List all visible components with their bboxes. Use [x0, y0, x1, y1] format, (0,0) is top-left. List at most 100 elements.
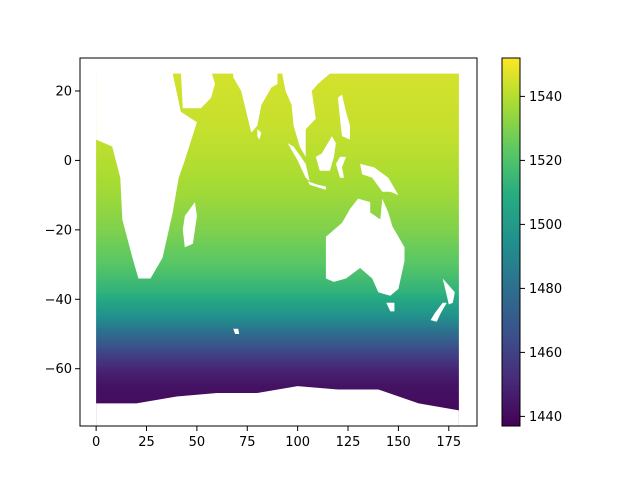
- land-australia: [325, 198, 405, 296]
- field-band: [96, 276, 459, 280]
- field-band: [96, 111, 459, 115]
- field-band: [96, 188, 459, 191]
- field-band: [96, 334, 459, 337]
- field-band: [96, 169, 459, 172]
- colorbar-fill: [502, 58, 520, 426]
- field-band: [96, 85, 459, 89]
- field-band: [96, 274, 459, 278]
- field-band: [96, 162, 459, 165]
- field-band: [96, 139, 459, 142]
- field-band: [96, 165, 459, 168]
- land-borneo: [315, 136, 336, 171]
- field-band: [96, 123, 459, 127]
- field-band: [96, 301, 459, 304]
- field-band: [96, 87, 459, 90]
- field-band: [96, 148, 459, 151]
- field-band: [96, 332, 459, 335]
- field-band: [96, 113, 459, 116]
- field-band: [96, 226, 459, 229]
- field-band: [96, 299, 459, 302]
- field-band: [96, 203, 459, 207]
- field-band: [96, 193, 459, 196]
- field-band: [96, 321, 459, 325]
- field-band: [96, 280, 459, 283]
- field-band: [96, 269, 459, 273]
- field-band: [96, 380, 459, 384]
- field-band: [96, 311, 459, 314]
- field-band: [96, 115, 459, 118]
- field-band: [96, 229, 459, 233]
- field-band: [96, 302, 459, 306]
- field-band: [96, 344, 459, 347]
- field-band: [96, 134, 459, 137]
- field-band: [96, 313, 459, 316]
- field-band: [96, 153, 459, 156]
- land-kerguelen-islands: [233, 328, 240, 334]
- field-band: [96, 268, 459, 271]
- field-band: [96, 353, 459, 356]
- field-band: [96, 222, 459, 226]
- field-band: [96, 372, 459, 375]
- field-band: [96, 167, 459, 170]
- field-band: [96, 365, 459, 368]
- y-tick-label: −40: [45, 293, 72, 308]
- field-band: [96, 252, 459, 255]
- field-band: [96, 84, 459, 87]
- field-band: [96, 236, 459, 240]
- field-band: [96, 186, 459, 189]
- field-band: [96, 266, 459, 269]
- field-band: [96, 200, 459, 203]
- field-band: [96, 182, 459, 186]
- field-band: [96, 106, 459, 109]
- field-band: [96, 273, 459, 276]
- land-philippines: [337, 94, 350, 140]
- field-band: [96, 257, 459, 260]
- x-tick-label: 75: [239, 435, 256, 450]
- field-band: [96, 309, 459, 313]
- x-tick-label: 150: [386, 435, 411, 450]
- field-band: [96, 281, 459, 285]
- x-tick-label: 50: [189, 435, 206, 450]
- field-band: [96, 209, 459, 212]
- colorbar-tick-label: 1460: [529, 346, 562, 361]
- field-band: [96, 283, 459, 286]
- field-band: [96, 176, 459, 179]
- field-band: [96, 108, 459, 111]
- field-band: [96, 129, 459, 132]
- field-band: [96, 320, 459, 323]
- land-africa: [96, 70, 197, 279]
- field-band: [96, 288, 459, 292]
- field-band: [96, 160, 459, 163]
- field-band: [96, 150, 459, 153]
- field-band: [96, 358, 459, 361]
- land-masks: [96, 70, 459, 426]
- y-tick-label: −20: [45, 223, 72, 238]
- field-band: [96, 202, 459, 205]
- field-band: [96, 240, 459, 243]
- field-band: [96, 255, 459, 259]
- field-band: [96, 191, 459, 194]
- field-band: [96, 373, 459, 377]
- field-band: [96, 189, 459, 193]
- field-band: [96, 330, 459, 333]
- field-band: [96, 125, 459, 129]
- field-band: [96, 146, 459, 149]
- field-band: [96, 327, 459, 330]
- plot-area-frame: [79, 57, 478, 427]
- field-band: [96, 242, 459, 245]
- field-band: [96, 198, 459, 201]
- field-band: [96, 306, 459, 309]
- field-band: [96, 118, 459, 122]
- heatmap-field: [96, 73, 459, 426]
- colorbar-frame: [501, 57, 521, 427]
- field-band: [96, 224, 459, 227]
- field-band: [96, 172, 459, 175]
- field-band: [96, 262, 459, 266]
- field-band: [96, 90, 459, 94]
- field-band: [96, 136, 459, 139]
- field-band: [96, 356, 459, 359]
- field-band: [96, 231, 459, 234]
- colorbar-ticks: 1540 1520 1500 1480 1460 1440: [520, 90, 562, 425]
- x-tick-label: 175: [436, 435, 461, 450]
- x-axis: 0 25 50 75 100 125 150 175: [92, 426, 461, 450]
